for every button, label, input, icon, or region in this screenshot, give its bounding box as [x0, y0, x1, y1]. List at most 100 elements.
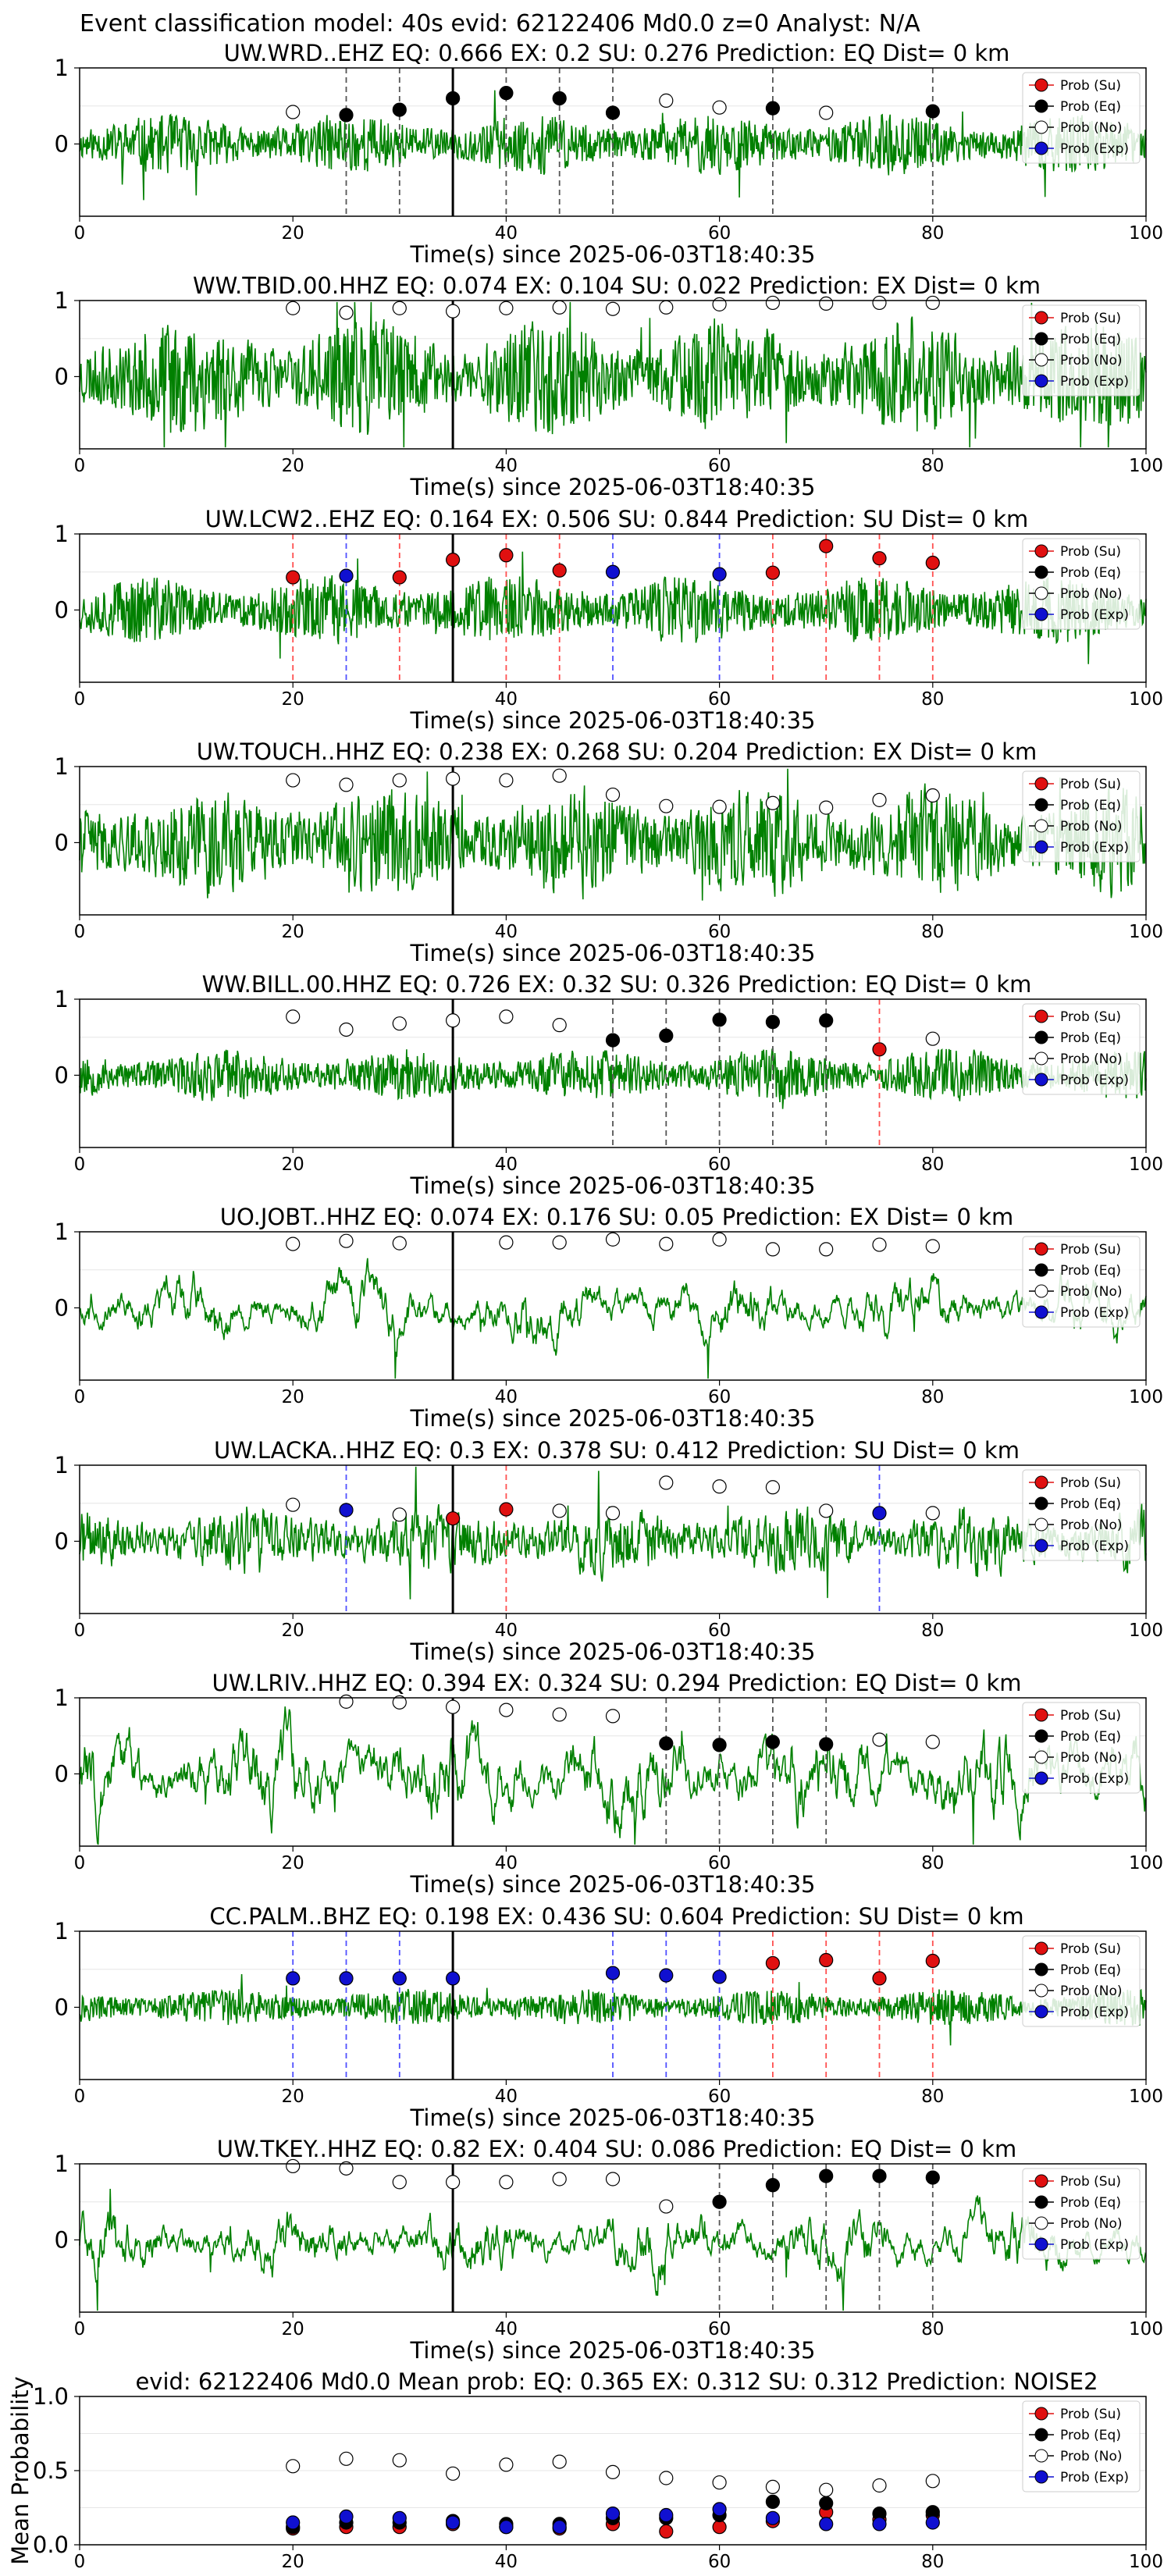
xtick-label: 100 — [1129, 922, 1163, 942]
xtick-label: 0 — [74, 2552, 86, 2572]
prob-marker-no — [925, 1239, 940, 1254]
ytick-label: 1 — [55, 287, 69, 314]
xtick-label: 20 — [282, 922, 304, 942]
legend-label-no: Prob (No) — [1060, 1750, 1123, 1766]
ytick-label: 0 — [55, 1528, 69, 1554]
prob-marker-exp — [605, 1966, 621, 1980]
xtick-label: 0 — [74, 1387, 86, 1407]
legend-marker-su — [1034, 1242, 1048, 1256]
axes-frame — [79, 533, 1147, 683]
xtick-label: 80 — [921, 1853, 944, 1873]
xlabel: Time(s) since 2025-06-03T18:40:35 — [410, 474, 816, 500]
legend-box — [1022, 72, 1141, 164]
seismic-trace — [79, 1258, 1147, 1379]
seismic-trace — [79, 768, 1147, 901]
axes-frame — [79, 1231, 1147, 1381]
ytick-label: 1 — [55, 1219, 69, 1245]
prob-marker-eq — [605, 105, 621, 120]
prob-marker-no — [712, 1232, 727, 1247]
axes-frame — [79, 1464, 1147, 1614]
panel-title: UW.TKEY..HHZ EQ: 0.82 EX: 0.404 SU: 0.08… — [217, 2136, 1017, 2162]
xtick-label: 40 — [495, 1155, 518, 1175]
legend-label-eq: Prob (Eq) — [1060, 332, 1121, 347]
prob-marker-no — [819, 1503, 834, 1518]
prob-marker-eq — [712, 1012, 727, 1027]
legend-label-eq: Prob (Eq) — [1060, 2428, 1121, 2443]
legend-marker-no — [1034, 586, 1048, 600]
mean-prob-point-exp — [286, 2515, 301, 2530]
legend-box — [1022, 2168, 1141, 2260]
legend-label-no: Prob (No) — [1060, 2449, 1123, 2464]
legend-label-eq: Prob (Eq) — [1060, 1496, 1121, 1512]
prob-marker-exp — [392, 1971, 407, 1986]
prob-marker-no — [286, 773, 301, 788]
xtick-label: 0 — [74, 1155, 86, 1175]
xtick-label: 40 — [495, 456, 518, 476]
legend-label-exp: Prob (Exp) — [1060, 1539, 1129, 1554]
prob-marker-no — [872, 792, 887, 807]
legend-label-no: Prob (No) — [1060, 586, 1123, 602]
legend-label-eq: Prob (Eq) — [1060, 798, 1121, 813]
prob-marker-su — [552, 563, 567, 578]
legend-marker-no — [1034, 1517, 1048, 1532]
seismic-trace — [79, 551, 1147, 664]
prob-marker-no — [659, 2199, 674, 2214]
prob-marker-no — [392, 773, 407, 788]
xtick-label: 60 — [708, 922, 731, 942]
prob-marker-no — [765, 795, 781, 810]
prob-marker-no — [499, 2175, 514, 2190]
prob-marker-exp — [445, 1971, 461, 1986]
prob-marker-no — [712, 799, 727, 814]
xtick-label: 20 — [282, 223, 304, 244]
prob-marker-no — [392, 1016, 407, 1031]
prob-marker-no — [765, 1480, 781, 1495]
mean-prob-point-eq — [765, 2494, 781, 2509]
xtick-label: 60 — [708, 1155, 731, 1175]
seismic-trace — [79, 2188, 1147, 2311]
mean-prob-point-exp — [765, 2510, 781, 2525]
ytick-label: 0 — [55, 829, 69, 856]
prob-marker-su — [819, 539, 834, 553]
prob-marker-no — [925, 295, 940, 311]
xlabel: Time(s) since 2025-06-03T18:40:35 — [410, 1172, 816, 1199]
prob-marker-no — [499, 1235, 514, 1250]
legend-marker-exp — [1034, 1771, 1048, 1785]
prob-marker-eq — [925, 104, 940, 119]
axes-frame — [79, 766, 1147, 916]
xtick-label: 40 — [495, 2319, 518, 2339]
prob-marker-no — [552, 300, 567, 315]
prob-marker-no — [712, 1479, 727, 1494]
legend-marker-su — [1034, 78, 1048, 92]
mean-prob-point-no — [925, 2474, 940, 2489]
legend-marker-su — [1034, 1941, 1048, 1955]
legend-marker-su — [1034, 2174, 1048, 2188]
legend-marker-su — [1034, 1009, 1048, 1023]
xtick-label: 80 — [921, 689, 944, 710]
ytick-label: 0 — [55, 1994, 69, 2020]
seismic-trace — [79, 1466, 1147, 1599]
prob-marker-no — [445, 2175, 461, 2190]
xtick-label: 60 — [708, 1387, 731, 1407]
prob-marker-eq — [659, 1028, 674, 1043]
legend-label-no: Prob (No) — [1060, 120, 1123, 136]
prob-marker-no — [339, 1694, 354, 1709]
prob-marker-su — [392, 570, 407, 585]
prob-marker-no — [286, 1236, 301, 1251]
xtick-label: 100 — [1129, 2319, 1163, 2339]
legend-marker-exp — [1034, 840, 1048, 854]
legend-label-exp: Prob (Exp) — [1060, 607, 1129, 623]
ytick-label: 1 — [55, 986, 69, 1012]
legend-marker-eq — [1034, 99, 1048, 113]
ytick-label: 0 — [55, 2226, 69, 2253]
prob-marker-no — [659, 799, 674, 813]
legend-label-su: Prob (Su) — [1060, 544, 1121, 560]
ytick-label: 0 — [55, 596, 69, 623]
prob-marker-no — [445, 1013, 461, 1028]
legend-label-no: Prob (No) — [1060, 1984, 1123, 1999]
